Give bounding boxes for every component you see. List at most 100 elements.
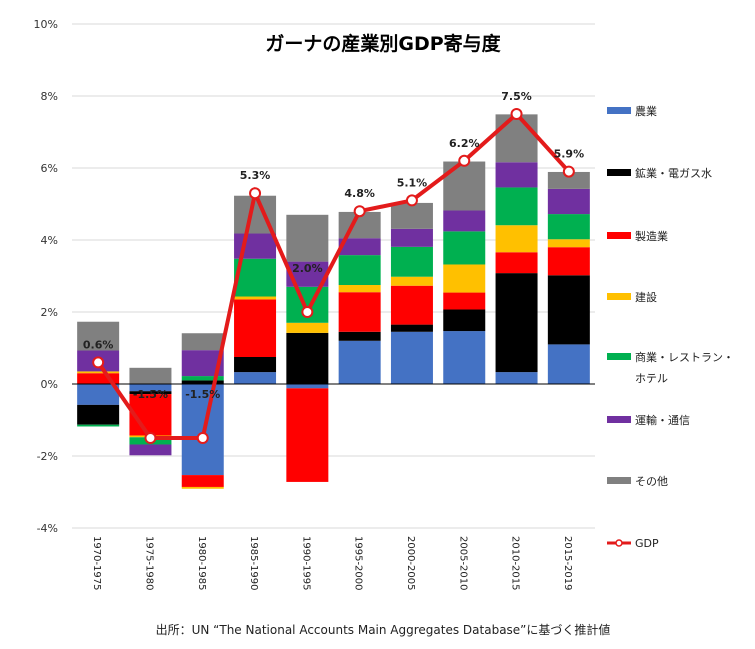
bar-segment [77,424,120,427]
y-tick-label: 2% [41,306,58,319]
legend-swatch [607,232,631,239]
gdp-point [301,306,314,318]
gdp-point [92,356,105,369]
legend-swatch [607,416,631,423]
gdp-data-label: -1.5% [185,388,220,401]
gdp-point [458,154,471,167]
bar-segment [443,231,486,265]
legend-label: 商業・レストラン・ [635,350,734,364]
chart-title: ガーナの産業別GDP寄与度 [265,32,501,55]
bar-segment [495,114,538,163]
bar-segment [547,247,590,276]
gdp-line [96,111,571,440]
gdp-data-label: 2.0% [292,262,323,275]
gdp-data-label: 5.1% [397,176,428,189]
legend-label: GDP [635,537,659,550]
bar-segment [77,404,120,425]
bar-segment [547,188,590,215]
gdp-data-label: 5.3% [240,169,271,182]
bar-segment [443,292,486,310]
bar-segment [181,380,224,384]
bar-segment [181,376,224,381]
legend-label: 建設 [635,290,657,304]
bar-segment [129,444,172,456]
bar-segment [286,384,329,389]
legend-label: 運輸・通信 [635,413,690,427]
x-tick-label: 1975-1980 [143,536,154,591]
legend-label: 農業 [635,104,657,118]
bar-segment [77,373,120,384]
legend-swatch [607,353,631,360]
bar-segment [234,357,277,373]
y-tick-label: -2% [37,450,58,463]
legend-label: 製造業 [635,229,668,243]
bar-segment [495,273,538,373]
bar-segment [390,331,433,384]
bar-segment [286,214,329,262]
bar-segment [390,276,433,286]
bar-segment [181,333,224,351]
legend-swatch [607,477,631,484]
y-tick-label: 10% [34,18,58,31]
legend-marker [615,539,623,547]
y-tick-label: 8% [41,90,58,103]
bar-segment [338,238,381,256]
bar-segment [181,475,224,487]
x-tick-label: 1990-1995 [300,536,311,591]
legend-swatch [607,107,631,114]
bar-segment [129,384,172,392]
bar-segment [547,239,590,248]
bar-segment [390,228,433,247]
y-tick-label: 6% [41,162,58,175]
bar-segment [390,246,433,277]
y-tick-label: 4% [41,234,58,247]
x-tick-label: 1985-1990 [248,536,259,591]
legend-swatch [607,169,631,176]
gdp-point [144,432,157,444]
bar-segment [390,324,433,332]
bar-segment [338,255,381,285]
bar-segment [286,322,329,333]
bar-segment [547,171,590,189]
legend-label: その他 [635,475,668,488]
bar-segment [547,214,590,240]
gdp-data-label: 4.8% [344,187,375,200]
bar-segment [129,367,172,384]
x-tick-label: 2015-2019 [562,536,573,591]
gdp-data-label: 6.2% [449,137,480,150]
bar-segment [77,321,120,351]
bar-segment [390,285,433,325]
x-tick-label: 2000-2005 [405,536,416,591]
y-tick-label: -4% [37,522,58,535]
bar-segment [286,332,329,384]
bar-segment [443,210,486,232]
gdp-data-label: -1.5% [133,388,168,401]
bar-segment [77,371,120,374]
x-tick-label: 2005-2010 [457,536,468,591]
bar-segment [547,275,590,345]
x-tick-label: 1970-1975 [91,536,102,591]
bar-segment [443,331,486,384]
gdp-data-label: 0.6% [83,338,114,351]
gdp-point [510,108,523,120]
x-tick-label: 1995-2000 [353,536,364,591]
legend-swatch [607,293,631,300]
bar-segment [234,296,277,300]
gdp-point [249,187,262,200]
bar-segment [443,309,486,332]
bar-segment [181,486,224,489]
bar-segment [495,187,538,226]
bar-segment [234,372,277,384]
bar-segment [338,340,381,384]
bar-segment [495,372,538,384]
bar-segment [286,388,329,482]
bar-segment [443,161,486,211]
bar-segment [495,252,538,274]
legend-label: 鉱業・電ガス水 [635,166,712,180]
x-tick-label: 1980-1985 [196,536,207,591]
y-tick-label: 0% [41,378,58,391]
bar-segment [338,331,381,341]
bar-segment [77,384,120,405]
gdp-data-label: 7.5% [501,90,532,103]
